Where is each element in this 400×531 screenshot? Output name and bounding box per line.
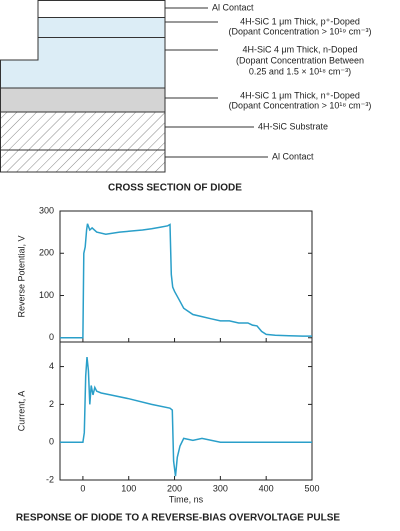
layer-label: Al Contact — [212, 2, 254, 12]
n-layer — [0, 37, 166, 89]
layer-label: (Dopant Concentration > 10¹⁹ cm⁻³) — [229, 26, 372, 36]
y-tick-label: 0 — [49, 437, 54, 447]
layer-label: (Dopant Concentration Between — [236, 55, 364, 65]
substrate — [0, 111, 166, 151]
layer-label: 4H-SiC 1 μm Thick, n⁺-Doped — [240, 90, 360, 100]
al-contact-top — [37, 0, 166, 18]
diagram-caption: CROSS SECTION OF DIODE — [108, 183, 242, 194]
y-tick-label: 300 — [39, 205, 54, 215]
layer-label: (Dopant Concentration > 10¹⁸ cm⁻³) — [229, 100, 372, 110]
y-tick-label: 0 — [49, 332, 54, 342]
x-tick-label: 400 — [259, 483, 274, 493]
x-tick-label: 500 — [304, 483, 319, 493]
x-axis-label: Time, ns — [169, 494, 204, 504]
y-axis-label: Reverse Potential, V — [16, 235, 26, 317]
y-tick-label: -2 — [46, 474, 54, 484]
y-tick-label: 100 — [39, 290, 54, 300]
layer-label: Al Contact — [272, 151, 314, 161]
diode-cross-section — [0, 0, 166, 173]
y-tick-label: 2 — [49, 399, 54, 409]
data-line — [60, 357, 312, 477]
x-tick-label: 300 — [213, 483, 228, 493]
y-tick-label: 200 — [39, 248, 54, 258]
n-plus-layer — [0, 87, 166, 113]
layer-label: 4H-SiC 4 μm Thick, n-Doped — [242, 44, 357, 54]
chart-caption: RESPONSE OF DIODE TO A REVERSE-BIAS OVER… — [16, 513, 340, 524]
al-contact-bottom — [0, 149, 166, 173]
x-tick-label: 200 — [167, 483, 182, 493]
y-axis-label: Current, A — [16, 391, 26, 432]
y-tick-label: 4 — [49, 361, 54, 371]
data-line — [60, 223, 312, 339]
layer-label: 4H-SiC 1 μm Thick, p⁺-Doped — [240, 16, 360, 26]
layer-label: 0.25 and 1.5 × 10¹⁸ cm⁻³) — [249, 66, 351, 76]
x-tick-label: 0 — [80, 483, 85, 493]
plot-frame — [59, 210, 313, 343]
x-tick-label: 100 — [121, 483, 136, 493]
plot-frame — [59, 341, 313, 481]
p-layer — [37, 17, 166, 38]
layer-label: 4H-SiC Substrate — [258, 121, 328, 131]
